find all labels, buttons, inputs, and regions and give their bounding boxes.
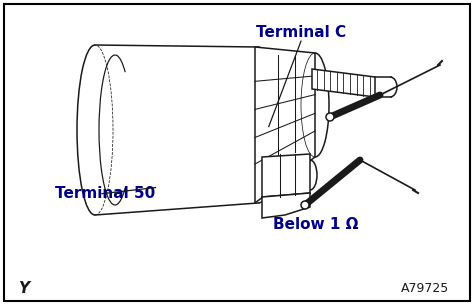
Text: Y: Y (18, 281, 29, 296)
Text: Terminal C: Terminal C (256, 24, 346, 40)
Text: Below 1 Ω: Below 1 Ω (273, 217, 358, 232)
Circle shape (301, 201, 309, 209)
Circle shape (326, 113, 334, 121)
Polygon shape (312, 69, 375, 97)
Text: Terminal 50: Terminal 50 (55, 186, 155, 201)
Text: A79725: A79725 (401, 282, 449, 295)
Polygon shape (262, 193, 310, 218)
Polygon shape (262, 154, 310, 197)
Polygon shape (255, 47, 315, 203)
